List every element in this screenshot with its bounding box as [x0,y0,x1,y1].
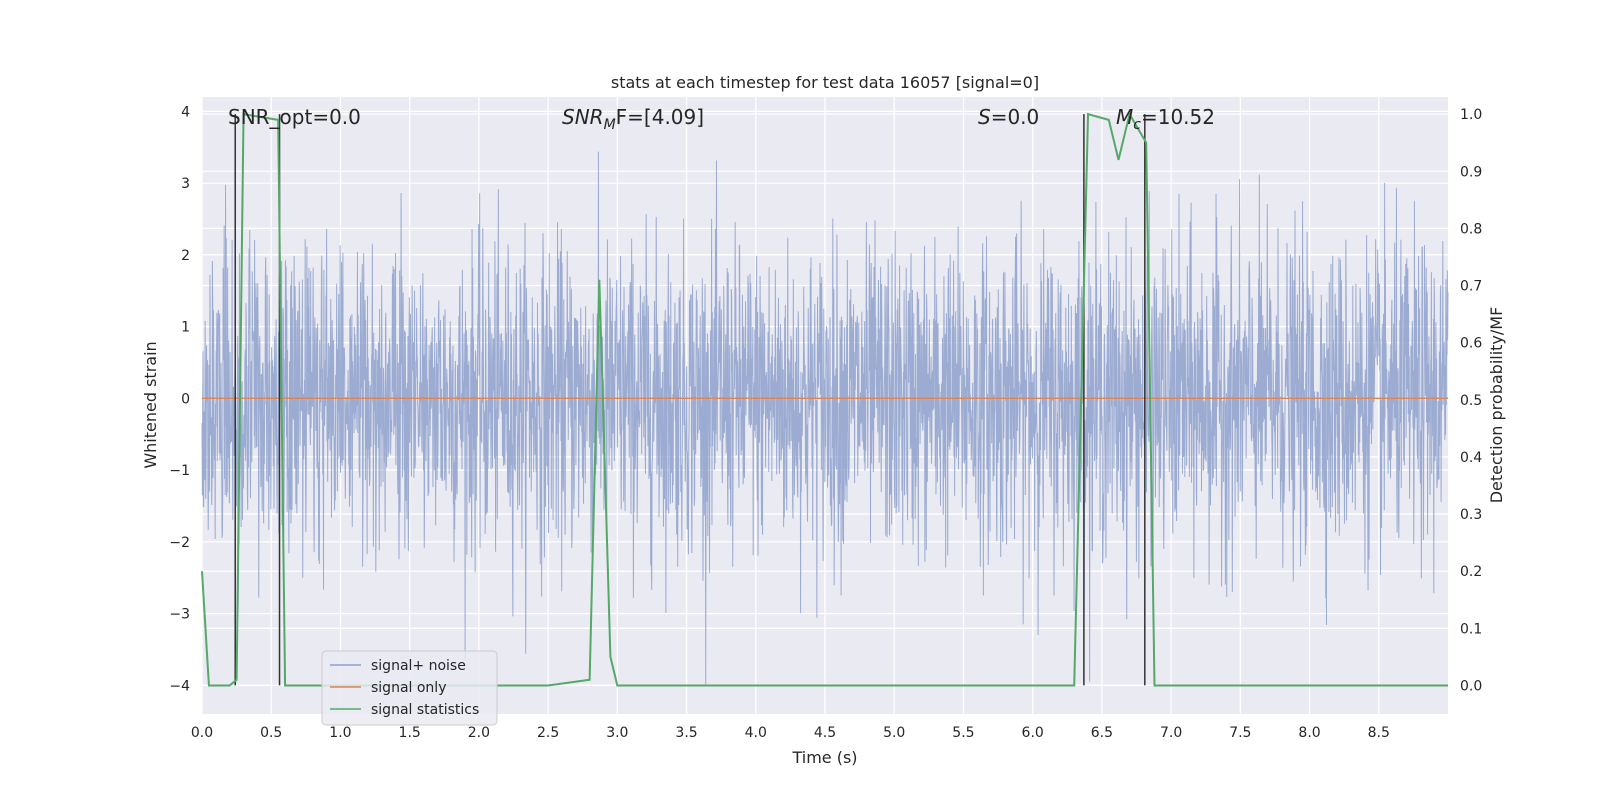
y2-tick-label: 0.9 [1460,164,1482,180]
annotation-s-value: S=0.0 [978,105,1039,129]
x-tick-label: 0.5 [260,725,282,741]
x-tick-label: 5.5 [952,725,974,741]
annotation-mc-base: M [1116,105,1133,129]
x-tick-label: 8.0 [1298,725,1320,741]
annotation-snr-mf: SNRMF=[4.09] [562,105,704,133]
y2-tick-label: 0.2 [1460,564,1482,580]
y-axis-ticks: 4 3 2 1 0 −1 −2 −3 −4 [169,104,190,694]
y-tick-label: −1 [169,463,190,479]
y-tick-label: 4 [181,104,190,120]
x-tick-label: 1.0 [329,725,351,741]
annotation-mc-suffix: =10.52 [1141,105,1215,129]
y2-tick-label: 0.7 [1460,279,1482,295]
legend: signal+ noise signal only signal statist… [321,650,498,726]
y2-tick-label: 0.5 [1460,393,1482,409]
x-tick-label: 0.0 [191,725,213,741]
x-tick-label: 2.5 [537,725,559,741]
x-tick-label: 5.0 [883,725,905,741]
x-tick-label: 3.0 [606,725,628,741]
y2-tick-label: 1.0 [1460,107,1482,123]
x-tick-label: 4.0 [745,725,767,741]
x-tick-label: 7.0 [1160,725,1182,741]
x-tick-label: 3.5 [675,725,697,741]
x-tick-label: 6.0 [1022,725,1044,741]
y-tick-label: −4 [169,678,190,694]
y2-tick-label: 0.1 [1460,621,1482,637]
y-tick-label: −2 [169,535,190,551]
y-tick-label: 0 [181,391,190,407]
annotation-s-base: S [978,105,991,129]
y2-tick-label: 0.0 [1460,678,1482,694]
y2-tick-label: 0.6 [1460,336,1482,352]
x-axis-ticks: 0.0 0.5 1.0 1.5 2.0 2.5 3.0 3.5 4.0 4.5 5.0 5.5 6.0 6… [191,725,1390,741]
x-tick-label: 1.5 [399,725,421,741]
annotation-mc-sub: c [1133,117,1141,133]
legend-label-signal-only: signal only [371,680,446,696]
y-tick-label: −3 [169,607,190,623]
annotation-snr-mf-base: SNR [562,105,604,129]
series-signal-noise [201,151,1449,686]
y2-tick-label: 0.4 [1460,450,1482,466]
x-tick-label: 2.0 [468,725,490,741]
legend-box [321,650,498,726]
signal-statistics-line [201,111,1448,687]
y2-tick-label: 0.8 [1460,221,1482,237]
plot-area [201,97,1449,714]
series-signal-statistics [201,111,1448,687]
x-axis-label: Time (s) [791,748,857,767]
annotations: SNR_opt=0.0 SNRMF=[4.09] S=0.0 Mc=10.52 [228,105,1215,133]
y-tick-label: 2 [181,248,190,264]
annotation-snr-mf-suffix: F=[4.09] [616,105,704,129]
annotation-snr-opt: SNR_opt=0.0 [228,105,361,129]
signal-noise-line [201,151,1449,686]
x-tick-label: 4.5 [814,725,836,741]
legend-label-signal-noise: signal+ noise [371,658,466,674]
y2-axis-ticks: 1.0 0.9 0.8 0.7 0.6 0.5 0.4 0.3 0.2 0.1 0.0 [1460,107,1482,694]
y-tick-label: 3 [181,176,190,192]
y2-axis-label: Detection probability/MF [1487,307,1506,504]
annotation-snr-mf-sub: M [604,117,616,133]
x-tick-label: 6.5 [1091,725,1113,741]
x-tick-label: 7.5 [1229,725,1251,741]
chart-title: stats at each timestep for test data 160… [611,73,1039,92]
y-axis-label: Whitened strain [141,341,160,468]
y-tick-label: 1 [181,320,190,336]
x-tick-label: 8.5 [1368,725,1390,741]
y2-tick-label: 0.3 [1460,507,1482,523]
legend-label-signal-statistics: signal statistics [371,702,479,718]
annotation-mc-value: Mc=10.52 [1116,105,1215,133]
annotation-s-suffix: =0.0 [991,105,1040,129]
